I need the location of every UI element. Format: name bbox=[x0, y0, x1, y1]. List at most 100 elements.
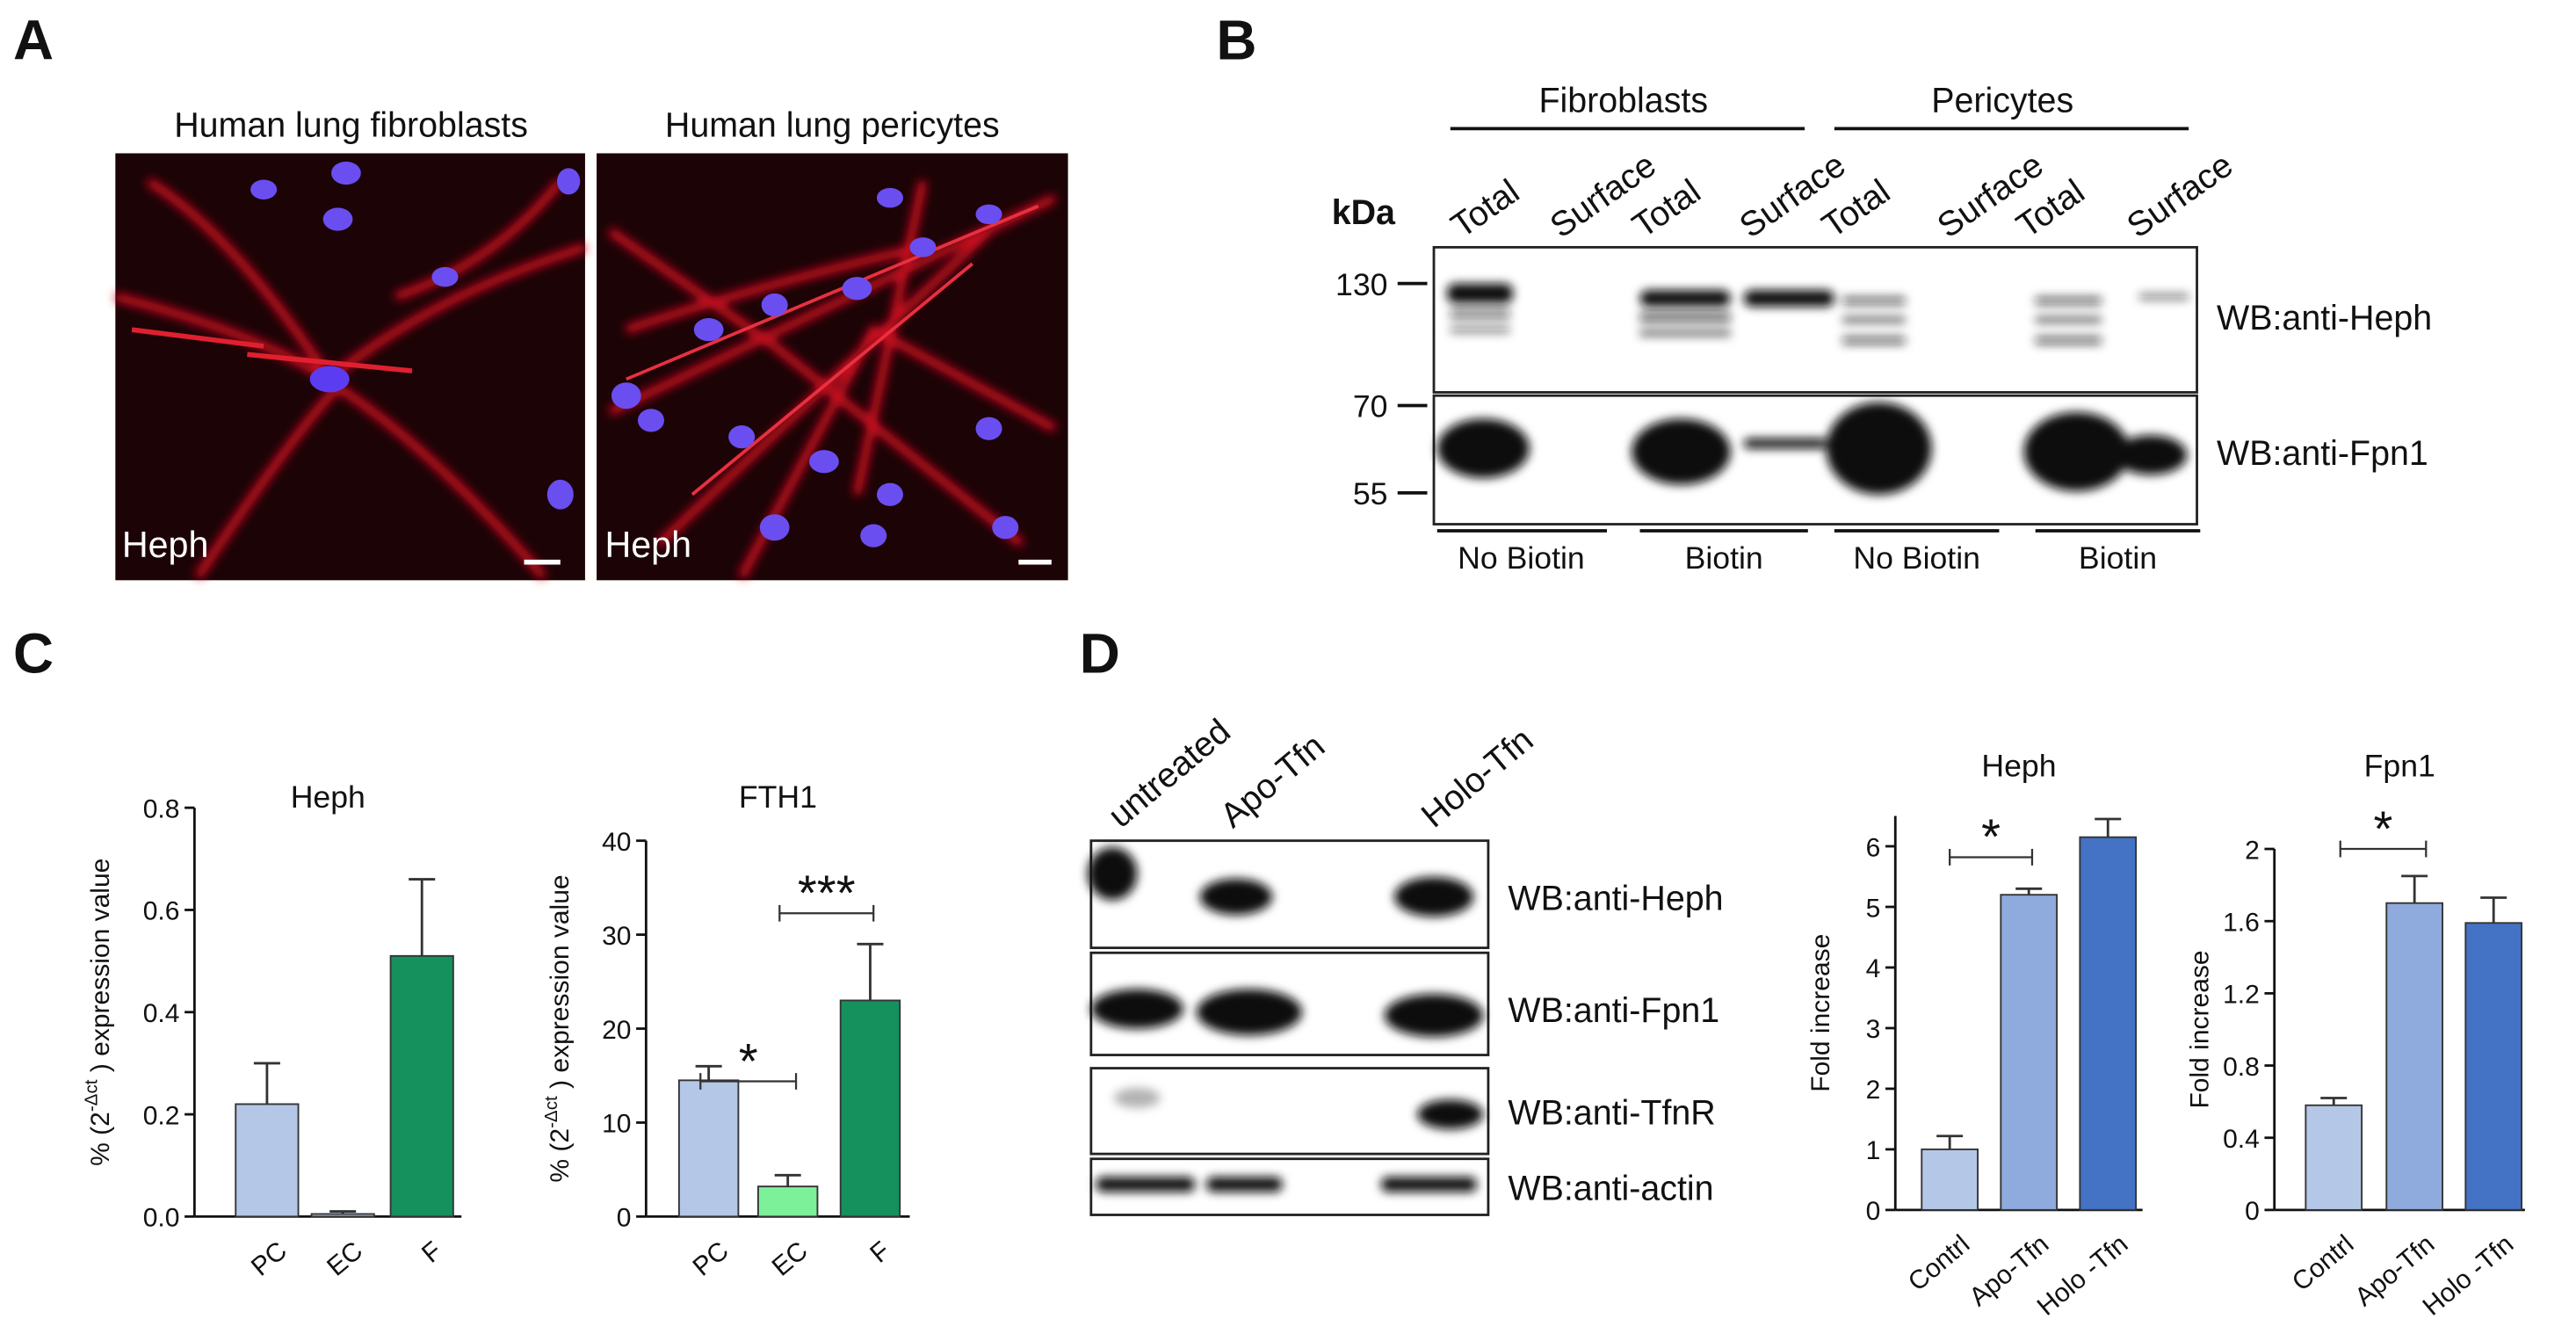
x-tick-label: PC bbox=[246, 1236, 293, 1282]
y-tick-label: 0 bbox=[617, 1204, 632, 1233]
chart-title: Heph bbox=[291, 779, 365, 815]
error-bar bbox=[253, 1062, 280, 1105]
y-tick-label: 5 bbox=[1866, 894, 1881, 923]
y-axis-label-part: % (2 bbox=[546, 1128, 575, 1183]
y-axis-label: Fold increase bbox=[2186, 950, 2215, 1108]
y-tick-label: 10 bbox=[602, 1110, 631, 1139]
bar bbox=[2385, 902, 2443, 1211]
y-tick-label: 0 bbox=[1866, 1197, 1881, 1226]
significance-label: * bbox=[2374, 801, 2393, 856]
significance-bracket bbox=[699, 1073, 798, 1090]
y-tick-label: 2 bbox=[2245, 836, 2260, 865]
y-tick-label: 0.8 bbox=[143, 794, 180, 823]
y-axis-label-part: ) expression value bbox=[86, 859, 115, 1080]
image-title: Human lung fibroblasts bbox=[174, 106, 528, 145]
y-tick-label: 0.0 bbox=[143, 1204, 180, 1233]
bar bbox=[2000, 894, 2059, 1211]
condition-label: Biotin bbox=[1685, 540, 1763, 576]
error-bar bbox=[695, 1064, 722, 1081]
y-axis-label-part: % (2 bbox=[86, 1112, 115, 1166]
x-tick-label: EC bbox=[767, 1236, 814, 1282]
bar bbox=[839, 999, 901, 1218]
error-bar bbox=[2095, 817, 2122, 837]
y-tick-label: 0 bbox=[2245, 1197, 2260, 1226]
error-bar bbox=[2320, 1097, 2348, 1105]
significance-label: * bbox=[739, 1033, 758, 1089]
marker-label: 55 bbox=[1353, 476, 1388, 511]
error-bar bbox=[409, 878, 436, 956]
bar bbox=[389, 954, 454, 1218]
lane-label: Total bbox=[1444, 172, 1526, 246]
y-tick-label: 0.6 bbox=[143, 897, 180, 926]
panel-label: C bbox=[13, 621, 54, 685]
error-bar bbox=[329, 1210, 357, 1214]
y-tick-label: 1 bbox=[1866, 1136, 1881, 1165]
condition-label: No Biotin bbox=[1853, 540, 1980, 576]
y-tick-label: 0.8 bbox=[2223, 1053, 2260, 1082]
condition-label: Biotin bbox=[2079, 540, 2157, 576]
x-tick-label: F bbox=[416, 1236, 447, 1269]
significance-label: *** bbox=[798, 865, 856, 920]
bar bbox=[235, 1103, 300, 1218]
significance-bracket bbox=[1949, 849, 2034, 866]
x-tick-label: F bbox=[865, 1236, 895, 1269]
y-tick-label: 6 bbox=[1866, 833, 1881, 862]
x-tick-label: Contrl bbox=[1903, 1229, 1976, 1297]
y-axis-label-sup: -Δct bbox=[541, 1096, 561, 1128]
error-bar bbox=[774, 1173, 801, 1187]
y-axis-label: % (2-Δct ) expression value bbox=[82, 859, 115, 1166]
x-tick-label: PC bbox=[688, 1236, 734, 1282]
y-tick-label: 40 bbox=[602, 828, 631, 857]
lane-label: untreated bbox=[1101, 712, 1238, 836]
blot-b bbox=[1397, 127, 2201, 533]
blot-label: WB:anti-Fpn1 bbox=[1508, 991, 1719, 1030]
blot-label: WB:anti-Heph bbox=[1508, 879, 1723, 917]
error-bar bbox=[2015, 887, 2043, 895]
blot-label: WB:anti-TfnR bbox=[1508, 1093, 1715, 1132]
blot-label: WB:anti-Fpn1 bbox=[2217, 434, 2428, 473]
error-bar bbox=[1936, 1134, 1964, 1149]
y-tick-label: 3 bbox=[1866, 1015, 1881, 1044]
marker-label: 130 bbox=[1335, 267, 1387, 302]
lane-label: Holo-Tfn bbox=[1415, 721, 1541, 836]
error-bar bbox=[2401, 874, 2428, 903]
condition-label: No Biotin bbox=[1458, 540, 1585, 576]
micrograph-pericytes bbox=[597, 153, 1068, 581]
y-tick-label: 30 bbox=[602, 922, 631, 951]
bar bbox=[2079, 836, 2138, 1211]
stain-label: Heph bbox=[604, 525, 691, 565]
error-bar bbox=[857, 942, 884, 1001]
y-tick-label: 0.4 bbox=[143, 999, 180, 1028]
y-tick-label: 2 bbox=[1866, 1076, 1881, 1105]
error-bar bbox=[2480, 896, 2507, 924]
y-tick-label: 0.4 bbox=[2223, 1125, 2260, 1154]
bar bbox=[310, 1213, 375, 1218]
significance-label: * bbox=[1981, 809, 2001, 865]
micrograph-fibroblasts bbox=[114, 153, 587, 581]
y-axis-label: Fold increase bbox=[1806, 934, 1835, 1092]
group-label: Pericytes bbox=[1931, 82, 2073, 120]
image-title: Human lung pericytes bbox=[665, 106, 1000, 145]
stain-label: Heph bbox=[122, 525, 209, 565]
marker-label: 70 bbox=[1353, 389, 1388, 424]
panel-label: A bbox=[13, 9, 54, 72]
significance-bracket bbox=[778, 904, 875, 922]
y-axis-label: % (2-Δct ) expression value bbox=[541, 874, 575, 1182]
panel-label: B bbox=[1216, 9, 1256, 72]
x-tick-label: Contrl bbox=[2287, 1229, 2360, 1297]
bar bbox=[2464, 922, 2523, 1211]
y-tick-label: 0.2 bbox=[143, 1101, 180, 1130]
bar bbox=[1921, 1148, 1979, 1211]
chart-title: Heph bbox=[1981, 749, 2056, 784]
group-label: Fibroblasts bbox=[1538, 82, 1708, 120]
y-axis-label-sup: -Δct bbox=[82, 1079, 102, 1112]
chart-title: Fpn1 bbox=[2364, 749, 2435, 784]
bar bbox=[756, 1185, 819, 1218]
x-tick-label: EC bbox=[322, 1236, 368, 1282]
unit-label: kDa bbox=[1332, 193, 1396, 232]
y-tick-label: 1.6 bbox=[2223, 908, 2260, 937]
blot-d bbox=[1088, 839, 1490, 1216]
lane-label: Surface bbox=[2120, 145, 2240, 245]
